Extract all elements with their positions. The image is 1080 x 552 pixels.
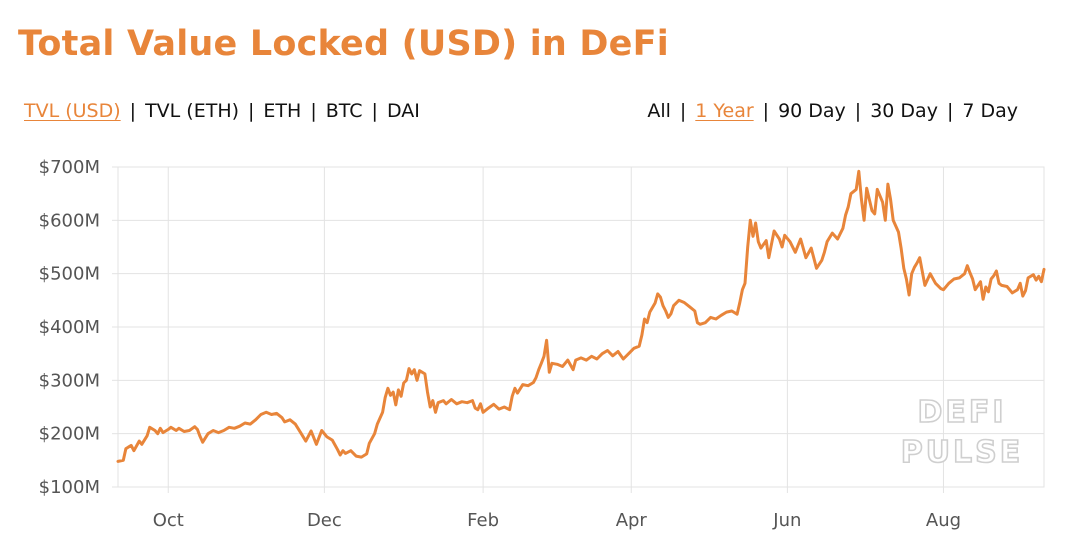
- range-separator: |: [679, 100, 687, 122]
- tab-separator: |: [310, 100, 317, 122]
- tab-tvl-eth[interactable]: TVL (ETH): [145, 100, 240, 122]
- tab-eth[interactable]: ETH: [263, 100, 302, 122]
- y-tick-label: $300M: [39, 370, 100, 391]
- range-tab-90-day[interactable]: 90 Day: [778, 100, 846, 122]
- x-tick-label: Apr: [616, 510, 648, 531]
- x-tick-label: Feb: [467, 510, 499, 531]
- tab-separator: |: [371, 100, 378, 122]
- x-tick-label: Aug: [926, 510, 961, 531]
- y-axis: $100M $200M $300M $400M $500M $600M $700M: [39, 157, 118, 498]
- x-axis: Oct Dec Feb Apr Jun Aug: [153, 487, 961, 531]
- x-tick-label: Dec: [307, 510, 342, 531]
- range-tabs: All | 1 Year | 90 Day | 30 Day | 7 Day: [647, 100, 1018, 122]
- range-separator: |: [946, 100, 954, 122]
- defi-pulse-watermark: DEFI PULSE: [900, 394, 1024, 471]
- tab-separator: |: [129, 100, 137, 122]
- x-tick-label: Jun: [772, 510, 801, 531]
- y-tick-label: $500M: [39, 264, 100, 285]
- range-separator: |: [854, 100, 862, 122]
- tab-btc[interactable]: BTC: [325, 100, 363, 122]
- y-tick-label: $100M: [39, 477, 100, 498]
- y-tick-label: $400M: [39, 317, 100, 338]
- range-tab-7-day[interactable]: 7 Day: [962, 100, 1018, 122]
- watermark-line-1: DEFI: [917, 395, 1006, 430]
- range-tab-1-year[interactable]: 1 Year: [695, 100, 754, 122]
- range-separator: |: [762, 100, 770, 122]
- y-tick-label: $700M: [39, 157, 100, 178]
- range-tab-all[interactable]: All: [647, 100, 671, 122]
- range-tab-30-day[interactable]: 30 Day: [870, 100, 938, 122]
- tvl-line-chart[interactable]: $100M $200M $300M $400M $500M $600M $700M Oct D…: [0, 140, 1080, 552]
- tab-dai[interactable]: DAI: [386, 100, 420, 122]
- series-group: [116, 169, 1046, 463]
- y-tick-label: $200M: [39, 424, 100, 445]
- page-title: Total Value Locked (USD) in DeFi: [18, 24, 669, 64]
- series-line-tvl-usd: [116, 169, 1046, 463]
- x-tick-label: Oct: [153, 510, 184, 531]
- watermark-line-2: PULSE: [901, 435, 1024, 470]
- tab-tvl-usd[interactable]: TVL (USD): [24, 100, 121, 122]
- y-tick-label: $600M: [39, 210, 100, 231]
- metric-tabs: TVL (USD) | TVL (ETH) | ETH | BTC | DAI: [24, 100, 420, 122]
- tab-separator: |: [248, 100, 255, 122]
